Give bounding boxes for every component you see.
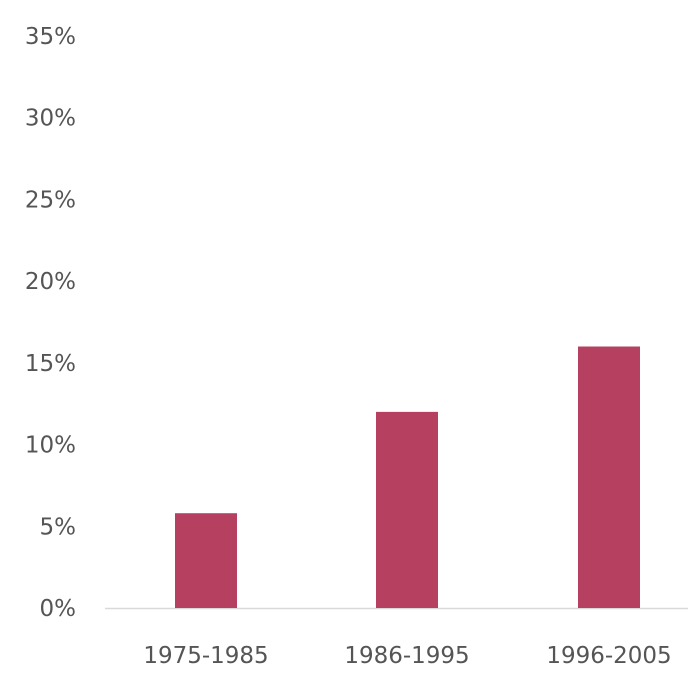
y-tick-label: 15% bbox=[25, 351, 76, 377]
bar-1986-1995 bbox=[376, 411, 438, 608]
x-axis-labels: 1975-1985 1986-1995 1996-2005 bbox=[143, 643, 671, 669]
y-tick-label: 30% bbox=[25, 106, 76, 132]
y-tick-label: 25% bbox=[25, 187, 76, 213]
y-tick-label: 35% bbox=[25, 24, 76, 50]
x-category-label: 1975-1985 bbox=[143, 643, 268, 669]
y-tick-label: 20% bbox=[25, 269, 76, 295]
bar-1975-1985 bbox=[175, 513, 237, 608]
y-tick-label: 0% bbox=[40, 596, 77, 622]
x-category-label: 1986-1995 bbox=[344, 643, 469, 669]
y-tick-label: 10% bbox=[25, 433, 76, 459]
bar-1996-2005 bbox=[578, 346, 640, 608]
y-axis-ticks: 0% 5% 10% 15% 20% 25% 30% 35% bbox=[25, 24, 76, 622]
bars bbox=[175, 346, 640, 608]
y-tick-label: 5% bbox=[40, 514, 77, 540]
x-category-label: 1996-2005 bbox=[546, 643, 671, 669]
